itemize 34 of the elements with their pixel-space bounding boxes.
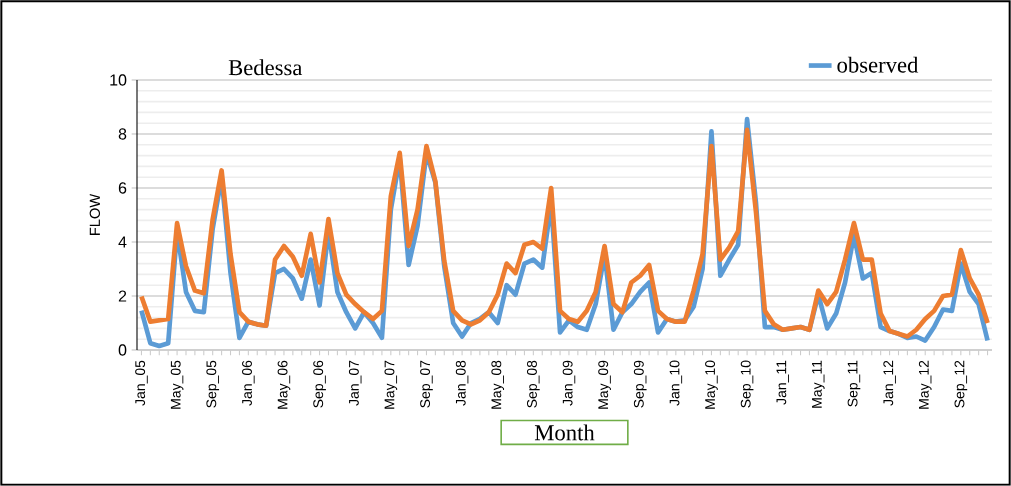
y-tick-label: 10 xyxy=(110,74,127,86)
chart-title: Bedessa xyxy=(228,59,303,76)
x-tick-label: Sep_08 xyxy=(527,360,540,408)
x-tick-label: May_09 xyxy=(598,360,611,409)
x-tick-label: Sep_09 xyxy=(633,360,647,408)
x-tick-label: Sep_12 xyxy=(954,360,968,408)
x-tick-label: Jan_10 xyxy=(669,360,683,406)
x-tick-label: Jan_06 xyxy=(242,360,255,406)
x-tick-label: Sep_05 xyxy=(206,360,220,408)
x-tick-label: Jan_08 xyxy=(455,360,469,406)
legend-label: observed xyxy=(837,56,919,73)
x-tick-label: Jan_07 xyxy=(348,360,362,406)
x-tick-label: May_08 xyxy=(491,360,505,409)
x-tick-label: May_05 xyxy=(170,360,184,409)
x-tick-label: Jan_11 xyxy=(776,360,789,405)
y-tick-label: 6 xyxy=(118,182,127,194)
x-tick-label: May_07 xyxy=(384,360,398,409)
x-tick-label: Jan_05 xyxy=(135,360,148,406)
x-tick-label: May_10 xyxy=(705,360,718,409)
y-axis-title: FLOW xyxy=(89,193,101,235)
x-tick-label: May_12 xyxy=(918,360,932,409)
x-axis-title: Month xyxy=(534,424,595,441)
y-tick-label: 8 xyxy=(118,128,127,140)
x-tick-label: Sep_10 xyxy=(740,360,754,408)
x-tick-label: Jan_12 xyxy=(883,360,896,406)
x-tick-label: May_11 xyxy=(812,360,825,408)
x-tick-label: Sep_07 xyxy=(420,360,433,408)
x-tick-label: May_06 xyxy=(277,360,291,409)
y-tick-label: 2 xyxy=(118,290,127,302)
x-tick-label: Sep_11 xyxy=(847,360,861,407)
y-tick-label: 4 xyxy=(118,236,127,248)
y-tick-label: 0 xyxy=(118,344,127,356)
x-tick-label: Jan_09 xyxy=(562,360,576,406)
x-tick-label: Sep_06 xyxy=(313,360,326,408)
